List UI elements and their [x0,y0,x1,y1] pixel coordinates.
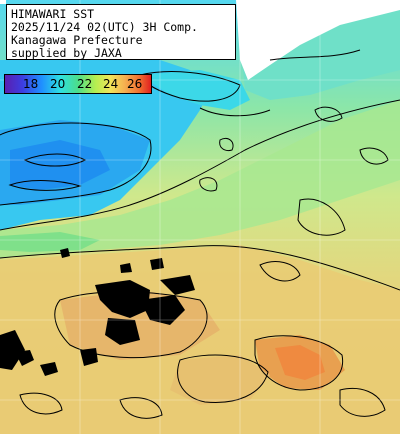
colorbar-label-22: 22 [77,77,93,91]
credit-line: supplied by JAXA [11,46,122,60]
temperature-colorbar: 18 20 22 24 26 [4,74,152,94]
map-info-box: HIMAWARI SST 2025/11/24 02(UTC) 3H Comp.… [6,4,236,60]
colorbar-gradient [5,75,151,93]
observation-time: 2025/11/24 02(UTC) 3H Comp. [11,20,198,34]
product-title: HIMAWARI SST [11,7,95,21]
colorbar-label-20: 20 [50,77,66,91]
colorbar-label-24: 24 [103,77,119,91]
colorbar-label-26: 26 [127,77,143,91]
region-name: Kanagawa Prefecture [11,33,143,47]
colorbar-label-18: 18 [23,77,39,91]
